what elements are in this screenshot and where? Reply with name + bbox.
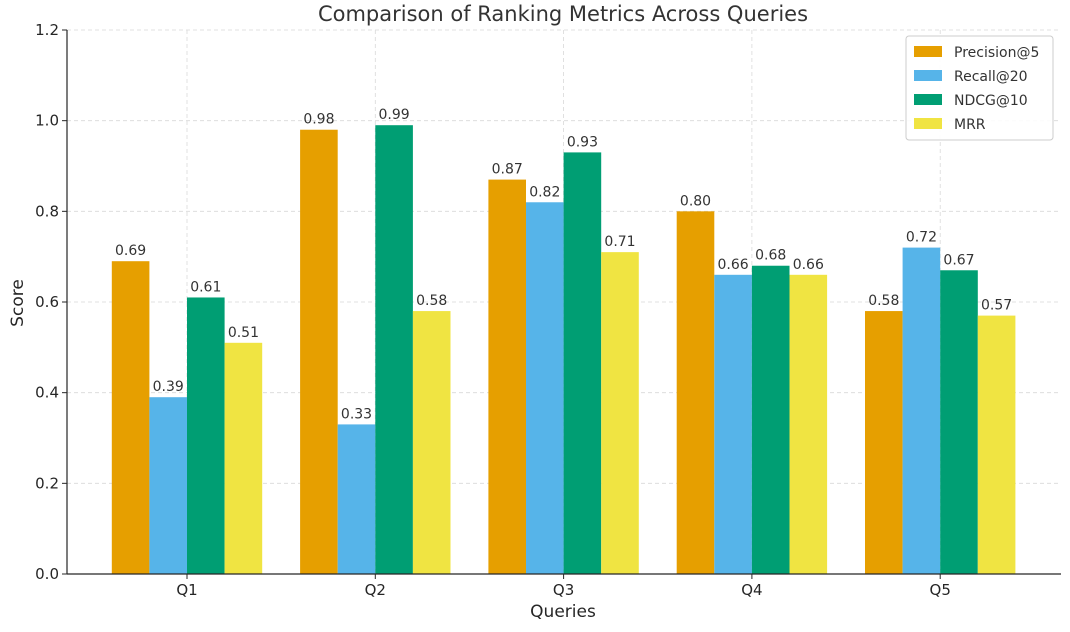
x-tick-label: Q4 (741, 581, 762, 599)
bar-value-label: 0.82 (529, 184, 560, 200)
legend-swatch (914, 46, 942, 57)
legend-box (905, 35, 1054, 141)
bar (902, 247, 941, 574)
bar (751, 265, 790, 574)
bar (187, 297, 225, 574)
y-tick-label: 1.0 (35, 112, 59, 130)
bar (488, 179, 526, 574)
bar-value-label: 0.93 (567, 134, 598, 150)
legend-swatch (914, 94, 942, 105)
x-tick-label: Q2 (365, 581, 386, 599)
x-tick-label: Q3 (553, 581, 574, 599)
legend-label: NDCG@10 (954, 93, 1028, 109)
bar-value-label: 0.71 (604, 234, 635, 250)
y-tick-label: 0.6 (35, 293, 59, 311)
legend: Precision@5 Recall@20 NDCG@10 MRR (905, 35, 1054, 141)
legend-label: MRR (954, 117, 986, 133)
legend-swatch (914, 118, 942, 129)
bar (714, 274, 752, 574)
bar (526, 202, 564, 574)
bar-value-label: 0.58 (868, 293, 899, 309)
x-axis-title: Queries (530, 602, 596, 622)
bar-value-label: 0.69 (115, 243, 146, 259)
bar (601, 252, 639, 574)
bar-value-label: 0.57 (981, 298, 1012, 314)
bar-value-label: 0.66 (718, 257, 749, 273)
bar-value-label: 0.51 (228, 325, 259, 341)
bar (375, 125, 413, 574)
y-tick-label: 1.2 (35, 21, 59, 39)
y-axis-title: Score (8, 279, 28, 327)
bar-value-label: 0.61 (190, 279, 221, 295)
bar (111, 261, 150, 574)
bar (977, 315, 1016, 574)
chart-title: Comparison of Ranking Metrics Across Que… (318, 2, 808, 26)
bar (224, 342, 263, 574)
y-tick-label: 0.2 (35, 474, 59, 492)
bar (412, 311, 451, 574)
bar (337, 424, 376, 574)
x-tick-label: Q5 (930, 581, 951, 599)
bar-value-label: 0.39 (153, 379, 184, 395)
bar-value-label: 0.58 (416, 293, 447, 309)
y-tick-label: 0.0 (35, 565, 59, 583)
bar (676, 211, 715, 575)
bar-value-label: 0.87 (492, 162, 523, 178)
x-tick-label: Q1 (176, 581, 197, 599)
bar (789, 274, 828, 574)
bar (940, 270, 978, 574)
y-tick-label: 0.8 (35, 202, 59, 220)
bar-value-label: 0.66 (793, 257, 824, 273)
bar (865, 311, 903, 574)
legend-swatch (914, 70, 942, 81)
legend-label: Precision@5 (954, 45, 1039, 61)
bar (300, 129, 338, 574)
bar-labels: 0.69 0.98 0.87 0.80 0.58 0.39 0.33 0.82 0.66 0.72… (115, 107, 1012, 422)
y-tick-label: 0.4 (35, 384, 59, 402)
bar-value-label: 0.72 (906, 230, 937, 246)
bars (111, 125, 1016, 575)
bar-value-label: 0.80 (680, 193, 711, 209)
ticks: 0.0 0.2 0.4 0.6 0.8 1.0 1.2 Q1 Q2 Q3 Q4 Q5 (35, 21, 951, 599)
bar-value-label: 0.98 (303, 112, 334, 128)
bar-value-label: 0.99 (379, 107, 410, 123)
bar-value-label: 0.33 (341, 406, 372, 422)
legend-label: Recall@20 (954, 69, 1028, 85)
bar-value-label: 0.68 (755, 248, 786, 264)
bar (563, 152, 602, 574)
bar (149, 397, 187, 574)
bar-value-label: 0.67 (943, 252, 974, 268)
